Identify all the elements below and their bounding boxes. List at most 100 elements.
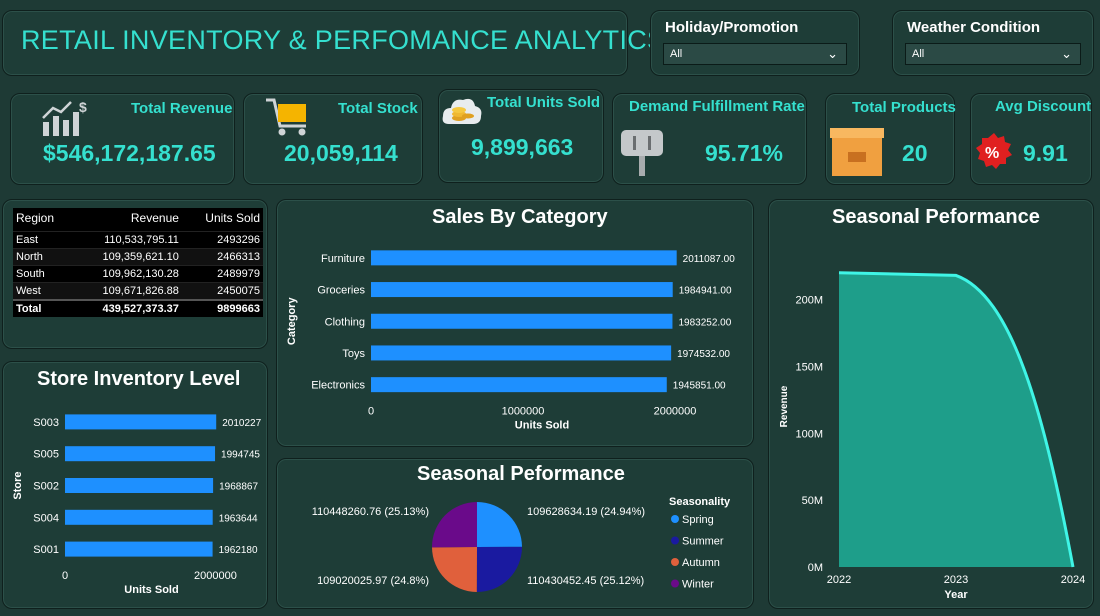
data-label: 1974532.00 [677, 349, 730, 360]
data-label: 1968867 [219, 482, 258, 493]
y-tick-label: 200M [795, 295, 823, 307]
y-axis-label: Revenue [779, 385, 790, 427]
legend-label: Autumn [682, 557, 720, 569]
seasonal-area-title: Seasonal Peformance [832, 206, 1040, 228]
category-label: S001 [33, 544, 59, 556]
table-row[interactable]: West 109,671,826.88 2450075 [13, 282, 263, 300]
percent-badge-icon: % [976, 133, 1012, 169]
legend-title: Seasonality [669, 496, 731, 508]
pie-slice [432, 547, 477, 592]
legend-label: Spring [682, 514, 714, 526]
kpi-total-revenue-label: Total Revenue [131, 100, 233, 117]
kpi-total-revenue: $ Total Revenue $546,172,187.65 [10, 93, 235, 185]
store-inventory-panel: Store Inventory Level S003 2010227 S005 199… [2, 361, 268, 609]
data-label: 1994745 [221, 450, 260, 461]
category-label: Groceries [317, 285, 365, 297]
kpi-total-revenue-value: $546,172,187.65 [43, 140, 216, 166]
kpi-demand-fulfillment-value: 95.71% [705, 140, 784, 166]
table-cell: 2450075 [181, 282, 263, 300]
column-header-units-sold[interactable]: Units Sold [205, 211, 260, 225]
kpi-avg-discount-label: Avg Discount [995, 98, 1092, 115]
kpi-total-units-sold: Total Units Sold 9,899,663 [438, 89, 604, 183]
legend-label: Summer [682, 536, 724, 548]
bar [65, 509, 213, 525]
table-total-row: Total 439,527,373.37 9899663 [13, 299, 263, 317]
table-cell: 2466313 [181, 248, 263, 266]
x-tick-label: 1000000 [502, 406, 545, 418]
table-row[interactable]: East 110,533,795.11 2493296 [13, 231, 263, 249]
table-cell: 9899663 [181, 299, 263, 317]
holiday-promotion-slicer[interactable]: Holiday/Promotion All ⌄ [650, 10, 860, 76]
kpi-total-units-sold-label: Total Units Sold [487, 94, 601, 111]
kpi-demand-fulfillment-label: Demand Fulfillment Rate [629, 98, 805, 115]
shopping-cart-icon [266, 98, 306, 136]
x-axis-label: Year [944, 589, 968, 601]
category-label: S005 [33, 449, 59, 461]
weather-condition-label: Weather Condition [907, 19, 1041, 36]
box-icon [830, 128, 884, 176]
category-label: S002 [33, 481, 59, 493]
seasonal-pie-chart: 109628634.19 (24.94%) 110430452.45 (25.12… [312, 496, 731, 592]
table-cell: West [13, 282, 72, 300]
table-cell: 109,359,621.10 [71, 248, 182, 266]
pie-slice [476, 546, 522, 592]
kpi-total-stock: Total Stock 20,059,114 [243, 93, 423, 185]
kpi-total-stock-value: 20,059,114 [284, 140, 398, 166]
signpost-icon [621, 130, 663, 176]
kpi-total-products-value: 20 [902, 140, 928, 166]
table-cell: 109,671,826.88 [71, 282, 182, 300]
table-row[interactable]: South 109,962,130.28 2489979 [13, 265, 263, 283]
title-panel: RETAIL INVENTORY & PERFOMANCE ANALYTICS [2, 10, 665, 76]
region-table-panel: Region Revenue Units Sold East 110,533,7… [2, 199, 268, 349]
kpi-total-products-label: Total Products [852, 99, 956, 116]
slice-label: 110430452.45 (25.12%) [527, 575, 644, 587]
table-cell: 2489979 [181, 265, 263, 283]
bar [65, 446, 216, 462]
kpi-demand-fulfillment: Demand Fulfillment Rate 95.71% [612, 93, 807, 185]
sales-by-category-chart: Furniture 2011087.00 Groceries 1984941.00 Cl… [286, 250, 735, 432]
table-row[interactable]: North 109,359,621.10 2466313 [13, 248, 263, 266]
data-label: 1983252.00 [678, 317, 731, 328]
x-axis-label: Units Sold [124, 584, 178, 596]
x-tick-label: 2022 [827, 574, 851, 586]
pie-slice [477, 502, 522, 547]
weather-condition-dropdown[interactable]: All ⌄ [905, 43, 1081, 65]
kpi-total-stock-label: Total Stock [338, 100, 418, 117]
y-tick-label: 100M [795, 428, 823, 440]
table-cell: 109,962,130.28 [71, 265, 182, 283]
data-label: 1984941.00 [679, 286, 732, 297]
table-cell: 2493296 [181, 231, 263, 249]
bar [65, 478, 214, 493]
sales-by-category-title: Sales By Category [432, 206, 608, 228]
category-label: Electronics [311, 380, 365, 392]
legend-swatch [671, 558, 679, 566]
category-label: S003 [33, 417, 59, 429]
chevron-down-icon[interactable]: ⌄ [1061, 46, 1072, 61]
chevron-down-icon[interactable]: ⌄ [827, 46, 838, 61]
kpi-avg-discount-value: 9.91 [1023, 140, 1068, 166]
slice-label: 110448260.76 (25.13%) [312, 506, 429, 518]
y-axis-label: Store [12, 471, 24, 499]
bar [65, 541, 213, 557]
kpi-avg-discount: % Avg Discount 9.91 [970, 93, 1092, 185]
x-tick-label: 2000000 [654, 406, 697, 418]
column-header-revenue[interactable]: Revenue [130, 211, 179, 225]
kpi-total-products: Total Products 20 [825, 93, 956, 185]
store-inventory-chart: S003 2010227 S005 1994745 S002 1968867 S004 196… [12, 414, 262, 596]
category-label: S004 [33, 512, 59, 524]
weather-condition-slicer[interactable]: Weather Condition All ⌄ [892, 10, 1094, 76]
category-label: Clothing [325, 316, 365, 328]
column-header-region[interactable]: Region [16, 211, 55, 225]
holiday-promotion-dropdown[interactable]: All ⌄ [663, 43, 847, 65]
seasonal-pie-panel: Seasonal Peformance 109628634.19 (24.94%… [276, 458, 754, 609]
legend-swatch [671, 515, 679, 523]
bar-chart-dollar-icon: $ [42, 99, 87, 136]
area-fill [839, 272, 1073, 567]
page-title: RETAIL INVENTORY & PERFOMANCE ANALYTICS [21, 25, 666, 55]
seasonal-pie-title: Seasonal Peformance [417, 463, 625, 485]
table-cell: Total [13, 299, 72, 317]
store-inventory-title: Store Inventory Level [37, 368, 241, 390]
svg-text:$: $ [79, 99, 87, 115]
table-cell: 110,533,795.11 [71, 231, 182, 249]
data-label: 1962180 [219, 545, 258, 556]
